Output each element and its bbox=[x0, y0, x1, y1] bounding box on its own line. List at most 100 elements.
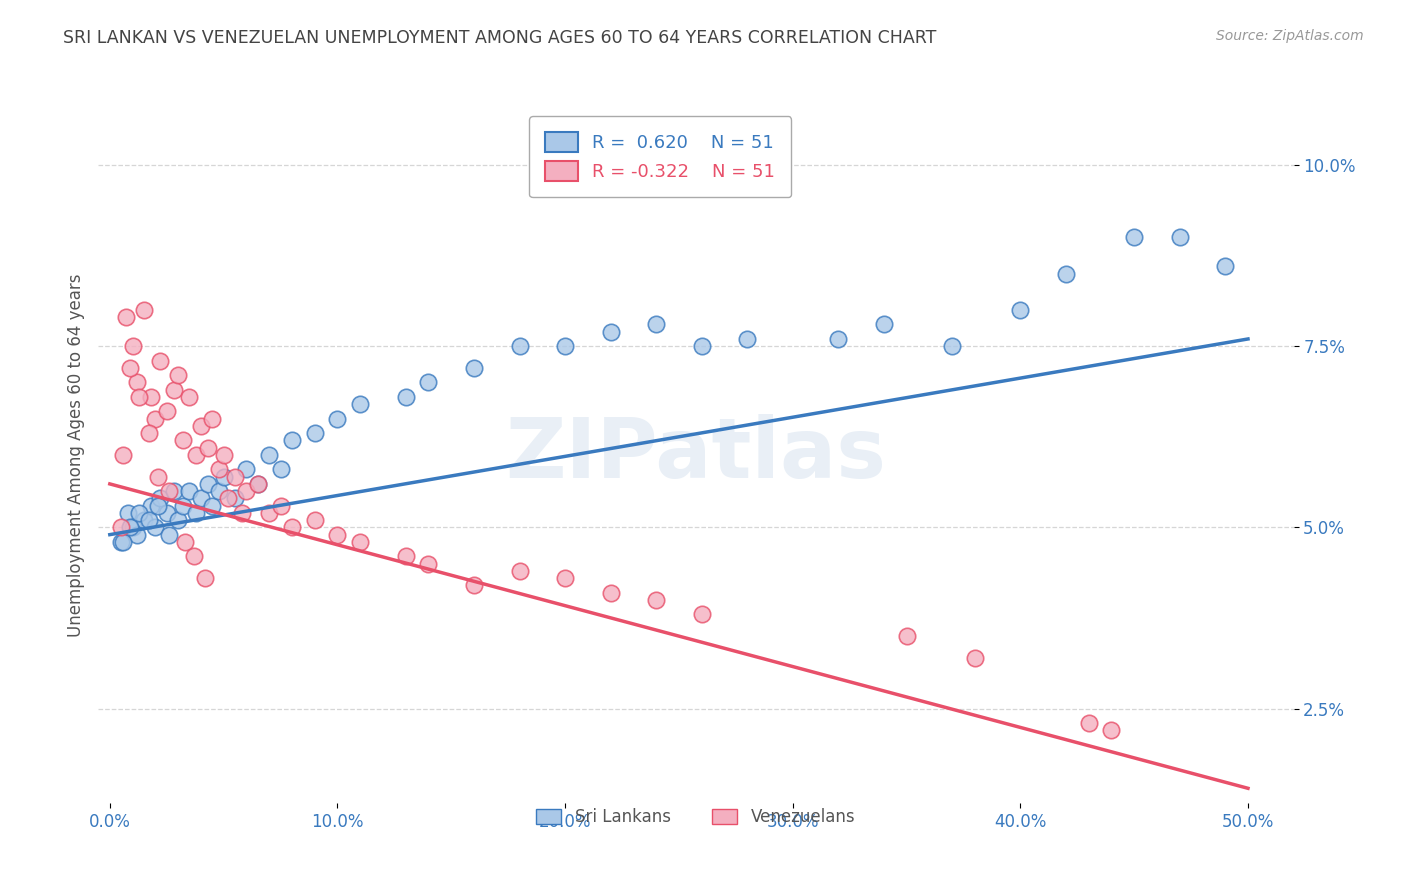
Point bbox=[257, 448, 280, 462]
Point bbox=[735, 332, 758, 346]
Point bbox=[190, 418, 212, 433]
Point bbox=[146, 499, 169, 513]
Point bbox=[270, 462, 292, 476]
Point bbox=[212, 469, 235, 483]
Point bbox=[281, 434, 304, 448]
Text: Source: ZipAtlas.com: Source: ZipAtlas.com bbox=[1216, 29, 1364, 43]
Point bbox=[156, 404, 179, 418]
Point bbox=[941, 339, 963, 353]
Point bbox=[127, 527, 149, 541]
Y-axis label: Unemployment Among Ages 60 to 64 years: Unemployment Among Ages 60 to 64 years bbox=[66, 273, 84, 637]
Point bbox=[418, 376, 440, 390]
Point bbox=[128, 390, 150, 404]
Point bbox=[172, 499, 194, 513]
Point bbox=[963, 651, 986, 665]
Point bbox=[156, 506, 179, 520]
Point bbox=[270, 499, 292, 513]
Point bbox=[224, 469, 246, 483]
Point bbox=[509, 564, 531, 578]
Text: SRI LANKAN VS VENEZUELAN UNEMPLOYMENT AMONG AGES 60 TO 64 YEARS CORRELATION CHAR: SRI LANKAN VS VENEZUELAN UNEMPLOYMENT AM… bbox=[63, 29, 936, 46]
Point bbox=[235, 484, 257, 499]
Point bbox=[167, 513, 190, 527]
Point bbox=[281, 520, 304, 534]
Point bbox=[128, 506, 150, 520]
Point bbox=[138, 513, 160, 527]
Point bbox=[127, 376, 149, 390]
Point bbox=[179, 484, 201, 499]
Point bbox=[183, 549, 205, 564]
Point bbox=[121, 339, 143, 353]
Point bbox=[143, 520, 166, 534]
Point bbox=[117, 506, 139, 520]
Point bbox=[257, 506, 280, 520]
Point bbox=[235, 462, 257, 476]
Point bbox=[1010, 303, 1032, 318]
Point bbox=[645, 318, 668, 332]
Point bbox=[1099, 723, 1122, 738]
Point bbox=[246, 476, 269, 491]
Point bbox=[1123, 230, 1146, 244]
Point bbox=[349, 397, 371, 411]
Point bbox=[690, 607, 713, 622]
Point bbox=[201, 499, 224, 513]
Point bbox=[554, 339, 576, 353]
Point bbox=[110, 534, 132, 549]
Point bbox=[873, 318, 896, 332]
Point bbox=[690, 339, 713, 353]
Point bbox=[157, 484, 180, 499]
Point bbox=[120, 361, 142, 376]
Text: ZIPatlas: ZIPatlas bbox=[506, 415, 886, 495]
Point bbox=[212, 448, 235, 462]
Point bbox=[112, 448, 135, 462]
Point bbox=[138, 426, 160, 441]
Point bbox=[139, 499, 162, 513]
Point bbox=[201, 411, 224, 425]
Point bbox=[132, 513, 155, 527]
Point bbox=[110, 520, 132, 534]
Point bbox=[174, 534, 197, 549]
Point bbox=[304, 513, 326, 527]
Point bbox=[599, 585, 621, 599]
Point bbox=[186, 506, 208, 520]
Point bbox=[418, 557, 440, 571]
Point bbox=[197, 476, 219, 491]
Point bbox=[162, 383, 184, 397]
Point bbox=[599, 325, 621, 339]
Point bbox=[554, 571, 576, 585]
Point bbox=[395, 549, 418, 564]
Point bbox=[208, 462, 231, 476]
Point bbox=[139, 390, 162, 404]
Legend: Sri Lankans, Venezuelans: Sri Lankans, Venezuelans bbox=[530, 801, 862, 833]
Point bbox=[1054, 267, 1077, 281]
Point bbox=[146, 469, 169, 483]
Point bbox=[1077, 716, 1099, 731]
Point bbox=[1168, 230, 1191, 244]
Point bbox=[645, 592, 668, 607]
Point bbox=[194, 571, 217, 585]
Point bbox=[121, 520, 143, 534]
Point bbox=[186, 448, 208, 462]
Point bbox=[149, 353, 172, 368]
Point bbox=[157, 527, 180, 541]
Point bbox=[224, 491, 246, 506]
Point bbox=[1213, 260, 1236, 274]
Point bbox=[208, 484, 231, 499]
Point bbox=[197, 441, 219, 455]
Point bbox=[395, 390, 418, 404]
Point bbox=[172, 434, 194, 448]
Point bbox=[143, 411, 166, 425]
Point bbox=[304, 426, 326, 441]
Point bbox=[114, 310, 136, 325]
Point bbox=[167, 368, 190, 383]
Point bbox=[190, 491, 212, 506]
Point bbox=[896, 629, 918, 643]
Point bbox=[326, 527, 349, 541]
Point bbox=[509, 339, 531, 353]
Point bbox=[162, 484, 184, 499]
Point bbox=[326, 411, 349, 425]
Point bbox=[179, 390, 201, 404]
Point bbox=[463, 361, 485, 376]
Point bbox=[132, 303, 155, 318]
Point bbox=[246, 476, 269, 491]
Point bbox=[120, 520, 142, 534]
